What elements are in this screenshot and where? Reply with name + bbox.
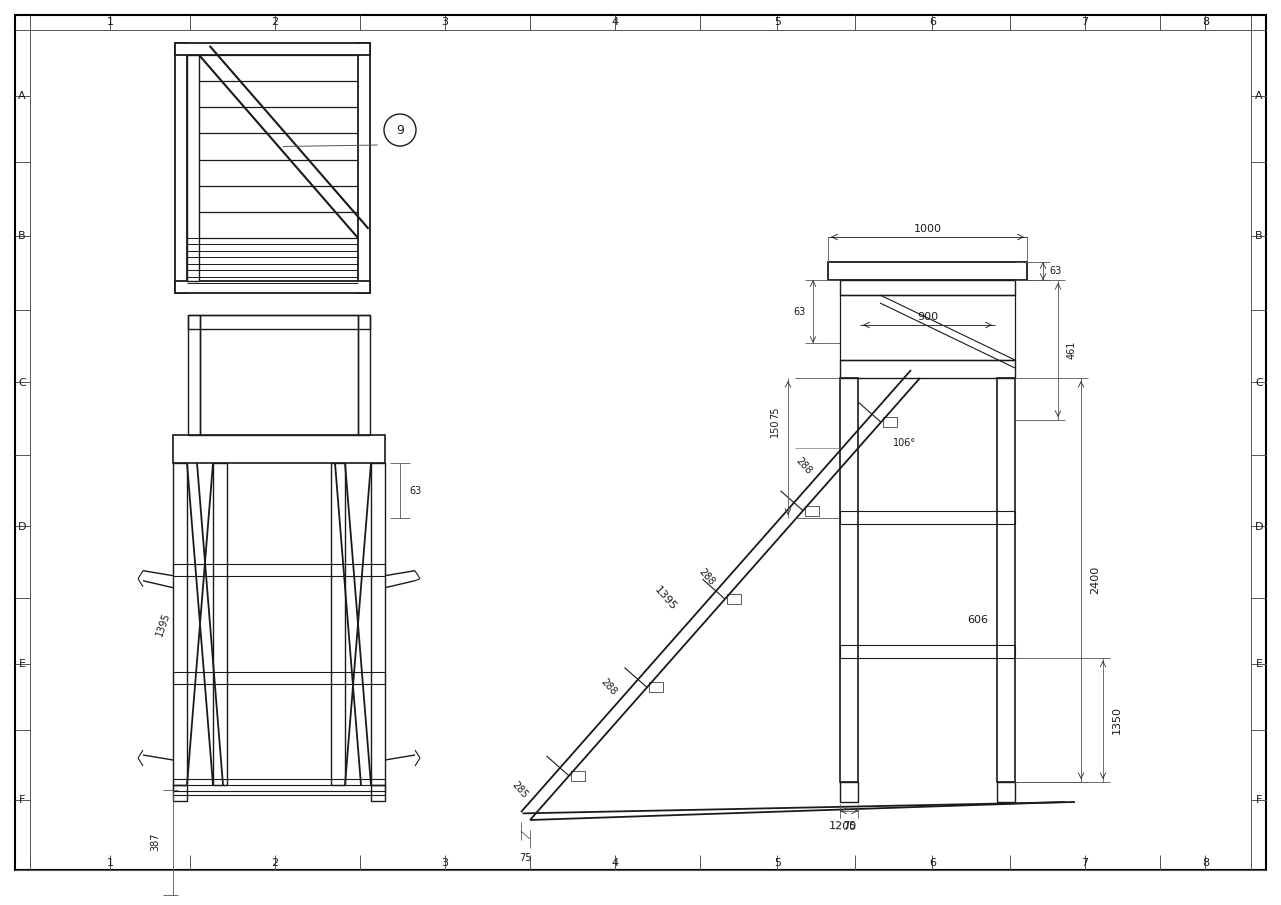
Text: 2: 2 xyxy=(272,858,278,868)
Text: 1395: 1395 xyxy=(154,611,172,637)
Bar xyxy=(840,782,858,802)
Text: 8: 8 xyxy=(1202,17,1209,27)
Bar xyxy=(173,779,386,791)
Bar xyxy=(173,785,187,801)
Text: C: C xyxy=(18,377,26,387)
Text: 9: 9 xyxy=(396,123,404,137)
Text: 8: 8 xyxy=(1202,858,1209,868)
Bar xyxy=(188,315,200,435)
Text: 900: 900 xyxy=(917,312,938,322)
Text: 106°: 106° xyxy=(893,438,917,448)
Text: 5: 5 xyxy=(774,858,781,868)
Text: 285: 285 xyxy=(510,780,530,800)
Bar xyxy=(371,785,386,801)
Text: B: B xyxy=(18,231,26,241)
Text: 150: 150 xyxy=(770,419,780,437)
Text: 4: 4 xyxy=(611,17,619,27)
Text: 63: 63 xyxy=(409,485,421,496)
Bar xyxy=(175,43,370,55)
Bar xyxy=(188,315,370,329)
Text: 5: 5 xyxy=(774,17,781,27)
Text: 1350: 1350 xyxy=(1112,706,1122,734)
Text: 1000: 1000 xyxy=(913,224,942,234)
Text: A: A xyxy=(18,91,26,101)
Text: A: A xyxy=(1255,91,1263,101)
Bar xyxy=(175,281,370,293)
Text: 3: 3 xyxy=(442,17,448,27)
Text: D: D xyxy=(18,521,26,531)
Text: 2: 2 xyxy=(272,17,278,27)
Bar xyxy=(883,417,897,427)
Text: 63: 63 xyxy=(1049,266,1061,276)
Text: D: D xyxy=(1255,521,1263,531)
Bar xyxy=(828,262,1027,280)
Text: 288: 288 xyxy=(794,456,813,477)
Text: 7: 7 xyxy=(1081,858,1089,868)
Bar xyxy=(173,672,386,683)
Bar xyxy=(840,511,1015,524)
Bar xyxy=(571,771,585,781)
Bar xyxy=(997,378,1015,782)
Text: 288: 288 xyxy=(697,567,716,587)
Bar xyxy=(173,565,386,576)
Text: 1395: 1395 xyxy=(652,586,678,613)
Bar xyxy=(213,463,227,785)
Text: 1: 1 xyxy=(106,17,114,27)
Text: 4: 4 xyxy=(611,858,619,868)
Text: C: C xyxy=(1255,377,1263,387)
Text: F: F xyxy=(1255,795,1262,805)
Bar xyxy=(330,463,345,785)
Text: 75: 75 xyxy=(519,853,532,863)
Bar xyxy=(649,682,664,692)
Bar xyxy=(840,280,1015,295)
Bar xyxy=(840,360,1015,378)
Text: 387: 387 xyxy=(150,833,160,852)
Text: E: E xyxy=(1255,659,1263,669)
Bar xyxy=(840,378,858,782)
Text: 1: 1 xyxy=(106,858,114,868)
Bar xyxy=(371,463,386,785)
Text: 3: 3 xyxy=(442,858,448,868)
Bar xyxy=(175,43,187,293)
Bar xyxy=(187,55,199,281)
Text: F: F xyxy=(19,795,26,805)
Bar xyxy=(173,463,187,785)
Bar xyxy=(840,644,1015,658)
Bar xyxy=(997,782,1015,802)
Text: 461: 461 xyxy=(1067,341,1077,359)
Text: 606: 606 xyxy=(967,615,988,625)
Text: 6: 6 xyxy=(929,17,936,27)
Bar xyxy=(173,435,386,463)
Text: 288: 288 xyxy=(600,677,619,698)
Text: B: B xyxy=(1255,231,1263,241)
Text: 7: 7 xyxy=(1081,17,1089,27)
Text: 6: 6 xyxy=(929,858,936,868)
Bar xyxy=(357,43,370,293)
Bar xyxy=(840,295,1015,360)
Text: 63: 63 xyxy=(794,307,806,317)
Bar xyxy=(173,785,386,795)
Text: 2400: 2400 xyxy=(1090,566,1100,594)
Bar xyxy=(728,594,740,604)
Text: E: E xyxy=(18,659,26,669)
Bar xyxy=(804,506,819,516)
Text: 75: 75 xyxy=(843,821,856,831)
Text: 1200: 1200 xyxy=(829,821,857,832)
Bar xyxy=(200,315,357,435)
Text: 75: 75 xyxy=(770,406,780,419)
Bar xyxy=(357,315,370,435)
